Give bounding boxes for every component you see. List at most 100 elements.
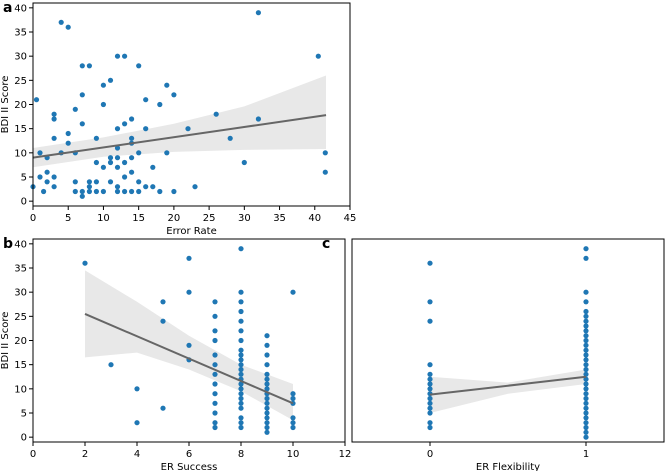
data-point — [583, 405, 589, 411]
data-point — [322, 150, 328, 156]
data-point — [86, 179, 92, 185]
data-point — [93, 188, 99, 195]
y-tick-label: 20 — [14, 100, 27, 111]
data-point — [122, 174, 128, 180]
data-point — [427, 410, 433, 416]
y-tick-label: 25 — [14, 76, 27, 87]
x-tick-label: 45 — [344, 213, 357, 224]
data-point — [72, 106, 78, 112]
x-axis-label: ER Flexibility — [476, 462, 540, 471]
panel-a: 0 5 10 15 20 25 30 35 40 45 0 5 10 15 20 25 30 35 40 Error … — [0, 0, 356, 237]
data-point — [213, 111, 219, 117]
data-point — [37, 174, 43, 180]
x-tick-label: 20 — [168, 213, 181, 224]
data-point — [238, 420, 244, 426]
data-point — [264, 410, 270, 416]
x-tick-label: 2 — [82, 449, 88, 460]
data-point — [238, 308, 244, 315]
data-point — [114, 184, 121, 190]
data-point — [212, 299, 218, 305]
data-point — [114, 126, 121, 132]
data-point — [107, 155, 114, 161]
data-point — [255, 116, 261, 122]
data-point — [143, 126, 149, 132]
data-point — [164, 82, 170, 88]
data-point — [185, 126, 191, 132]
data-point — [583, 313, 589, 319]
confidence-band — [33, 75, 326, 168]
data-point — [583, 366, 589, 373]
x-tick-label: 15 — [132, 213, 145, 224]
data-point — [212, 352, 218, 358]
data-point — [122, 188, 128, 195]
data-point — [583, 333, 589, 339]
y-axis-label: BDI II Score — [0, 312, 11, 370]
data-point — [44, 179, 50, 185]
data-point — [150, 164, 156, 170]
data-point — [129, 116, 135, 122]
data-point — [143, 97, 149, 103]
y-tick-label: 20 — [14, 336, 27, 347]
data-point — [583, 352, 589, 358]
data-point — [583, 318, 589, 324]
data-point — [427, 400, 433, 406]
data-point — [79, 121, 85, 127]
data-point — [65, 130, 71, 137]
data-point — [160, 318, 166, 324]
data-point — [129, 155, 135, 161]
data-point — [583, 337, 589, 344]
data-point — [264, 424, 270, 431]
data-point — [212, 381, 218, 387]
data-point — [129, 135, 135, 141]
data-point — [171, 188, 177, 195]
y-tick-label: 35 — [14, 28, 27, 39]
data-point — [100, 164, 106, 170]
data-point — [255, 10, 261, 16]
data-point — [583, 395, 589, 402]
y-tick-label: 15 — [14, 124, 27, 135]
data-point — [164, 150, 170, 156]
data-point — [238, 318, 244, 324]
x-axis-label: Error Rate — [166, 226, 216, 237]
y-tick-label: 5 — [21, 409, 27, 420]
data-point — [583, 299, 589, 305]
data-point — [427, 405, 433, 411]
data-point — [129, 188, 135, 195]
data-point — [65, 140, 71, 146]
data-point — [212, 424, 218, 431]
data-point — [238, 415, 244, 421]
x-tick-label: 8 — [238, 449, 244, 460]
panel-letter: a — [3, 0, 12, 16]
x-tick-label: 1 — [583, 449, 589, 460]
data-point — [583, 410, 589, 416]
panel-c: 0 1 ER Flexibility c — [322, 236, 665, 471]
x-axis-label: ER Success — [161, 462, 218, 471]
data-point — [427, 420, 433, 426]
y-tick-label: 40 — [14, 239, 27, 250]
data-point — [264, 415, 270, 421]
data-point — [238, 289, 244, 295]
data-point — [114, 53, 121, 59]
x-tick-label: 40 — [308, 213, 321, 224]
y-tick-label: 40 — [14, 3, 27, 14]
data-point — [427, 386, 433, 392]
data-point — [238, 337, 244, 344]
x-tick-label: 35 — [273, 213, 286, 224]
data-point — [238, 362, 244, 368]
x-tick-label: 4 — [134, 449, 140, 460]
data-point — [583, 362, 589, 368]
data-point — [264, 429, 270, 435]
data-point — [315, 53, 321, 59]
x-tick-label: 0 — [30, 213, 36, 224]
data-point — [583, 386, 589, 392]
data-point — [290, 391, 296, 397]
data-point — [212, 371, 218, 377]
panel-letter: b — [3, 236, 13, 252]
data-point — [227, 135, 233, 141]
data-point — [212, 337, 218, 344]
x-tick-label: 12 — [339, 449, 352, 460]
data-point — [100, 82, 106, 88]
x-tick-label: 10 — [97, 213, 110, 224]
data-point — [212, 410, 218, 416]
data-point — [264, 342, 270, 348]
